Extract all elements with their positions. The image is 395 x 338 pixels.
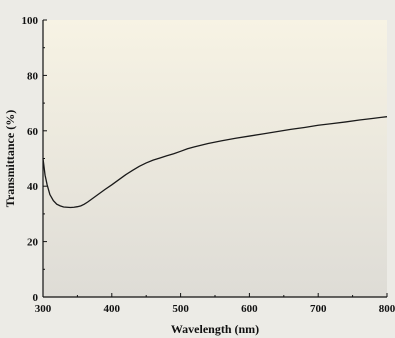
transmittance-line [42, 116, 388, 209]
tick-marks [42, 19, 388, 298]
x-tick-label: 300 [35, 303, 52, 315]
x-tick-label: 400 [104, 303, 121, 315]
x-tick-label: 800 [379, 303, 395, 315]
x-tick-label: 600 [241, 303, 258, 315]
x-tick-label: 700 [310, 303, 327, 315]
y-axis-label: Transmittance (%) [3, 110, 17, 207]
y-tick-label: 100 [22, 15, 39, 27]
x-tick-label: 500 [172, 303, 189, 315]
y-tick-label: 20 [27, 237, 39, 249]
x-axis-label: Wavelength (nm) [171, 322, 259, 336]
plot-area [43, 20, 387, 297]
y-tick-label: 60 [27, 126, 39, 138]
y-tick-label: 0 [33, 292, 39, 304]
y-tick-label: 40 [27, 181, 39, 193]
y-tick-label: 80 [27, 70, 39, 82]
tick-labels: 300 400 500 600 700 800 0 20 40 60 80 100 [22, 15, 395, 315]
